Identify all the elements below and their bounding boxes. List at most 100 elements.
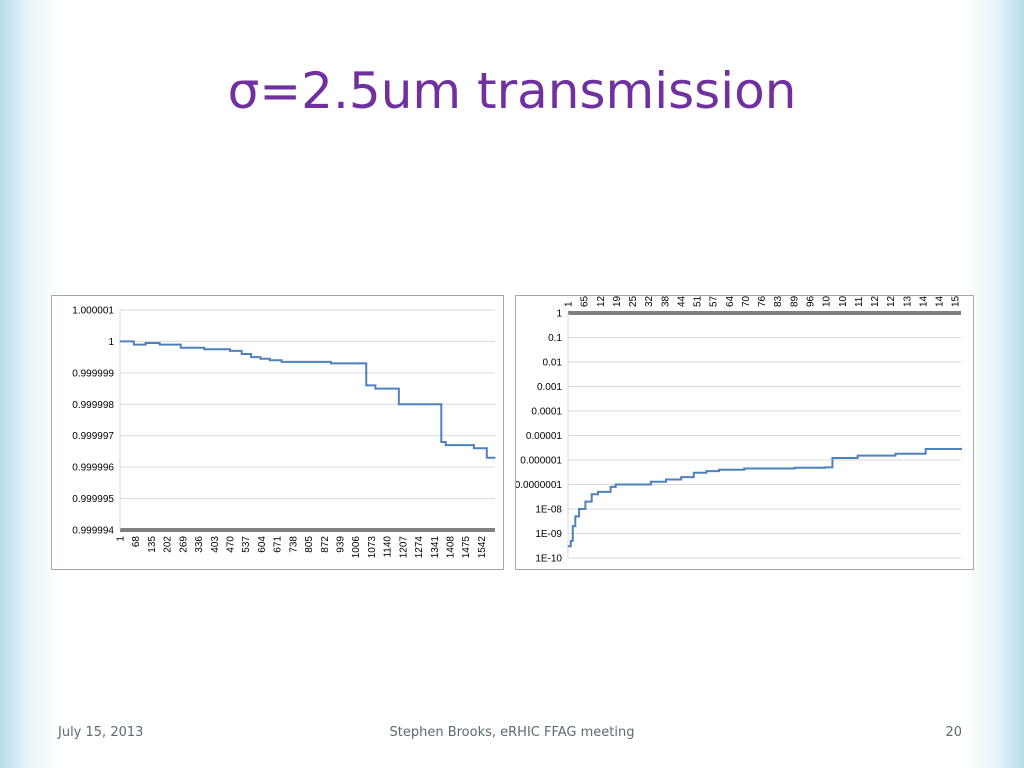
data-point <box>280 361 283 363</box>
footer-date: July 15, 2013 <box>58 725 144 740</box>
y-tick-label: 0.000001 <box>520 456 562 467</box>
x-tick-label: 641 <box>725 296 736 307</box>
x-tick-label: 1341 <box>430 536 441 559</box>
x-tick-label: 1089 <box>838 296 849 307</box>
x-tick-label: 1025 <box>822 296 833 307</box>
x-tick-label: 1140 <box>383 536 394 558</box>
data-point <box>241 353 243 355</box>
x-tick-label: 961 <box>806 296 817 307</box>
x-tick-label: 897 <box>789 296 800 307</box>
y-tick-label: 0.01 <box>543 358 563 369</box>
data-point <box>440 441 442 443</box>
chart-log-transmission: 1 0.1 0.01 0.001 0.0001 0.00001 0.000001 0.0000… <box>515 295 974 570</box>
x-tick-label: 1153 <box>854 296 865 307</box>
data-point <box>650 481 652 483</box>
footer-presenter: Stephen Brooks, eRHIC FFAG meeting <box>389 725 635 740</box>
data-point <box>259 358 262 360</box>
x-tick-label: 1537 <box>951 296 962 307</box>
x-tick-label: 403 <box>210 536 221 553</box>
y-tick-label: 0.001 <box>537 382 562 393</box>
x-tick-label: 1409 <box>918 296 929 307</box>
data-point <box>693 472 695 474</box>
x-tick-label: 65 <box>580 296 591 307</box>
data-point <box>133 343 135 346</box>
x-tick-label: 939 <box>335 536 346 553</box>
series-line <box>568 448 962 548</box>
y-tick-label: 1E-08 <box>535 505 562 516</box>
data-point <box>440 403 442 405</box>
data-point <box>494 457 496 459</box>
data-point <box>570 540 572 542</box>
data-point <box>567 545 569 547</box>
data-point <box>705 470 707 472</box>
data-point <box>794 467 796 469</box>
data-point <box>119 340 121 343</box>
x-tick-label: 1 <box>116 536 127 542</box>
x-tick-label: 202 <box>163 536 174 553</box>
x-tick-label: 321 <box>644 296 655 307</box>
data-point <box>915 453 917 455</box>
x-tick-label: 68 <box>131 536 142 548</box>
data-point <box>250 356 252 358</box>
data-point <box>269 359 271 361</box>
x-tick-label: 470 <box>225 536 236 553</box>
y-tick-label: 0.999998 <box>72 400 114 411</box>
slide-title: σ=2.5um transmission <box>227 62 797 120</box>
x-tick-label: 1006 <box>351 536 362 559</box>
x-tick-label: 537 <box>241 536 252 553</box>
data-point <box>302 361 304 363</box>
data-point <box>374 387 376 390</box>
data-point <box>473 447 475 449</box>
x-tick-label: 513 <box>693 296 704 307</box>
data-point <box>925 448 927 450</box>
x-tick-label: 805 <box>304 536 315 553</box>
data-point <box>831 457 834 459</box>
x-tick-label: 1345 <box>902 296 913 307</box>
data-point <box>229 350 231 352</box>
y-tick-label: 0.0001 <box>531 407 562 418</box>
data-point <box>610 486 612 488</box>
data-point <box>574 515 576 517</box>
data-point <box>718 469 720 471</box>
y-tick-label: 1E-09 <box>535 529 562 540</box>
data-point <box>144 342 147 344</box>
y-tick-label: 0.999999 <box>72 368 114 379</box>
data-point <box>960 447 962 449</box>
y-tick-label: 0.999995 <box>72 494 114 505</box>
data-point <box>680 476 682 478</box>
y-tick-label: 1E-10 <box>535 554 562 565</box>
x-tick-label: 269 <box>178 536 189 553</box>
x-tick-label: 1473 <box>935 296 946 307</box>
chart-linear-transmission: 1.000001 1 0.999999 0.999998 0.999997 0.99999… <box>51 295 504 570</box>
x-tick-label: 257 <box>628 296 639 307</box>
chart-log-svg: 1 0.1 0.01 0.001 0.0001 0.00001 0.000001 0.0000… <box>516 296 962 565</box>
x-tick-label: 671 <box>273 536 284 553</box>
series-line <box>120 340 495 459</box>
x-tick-label: 1281 <box>886 296 897 307</box>
data-point <box>398 403 400 405</box>
data-point <box>615 483 617 486</box>
x-tick-label: 1207 <box>398 536 409 559</box>
x-tick-label: 738 <box>288 536 299 553</box>
data-point <box>894 453 897 455</box>
data-point <box>330 362 332 365</box>
y-tick-label: 1 <box>108 337 114 348</box>
data-point <box>857 455 859 457</box>
x-tick-label: 872 <box>320 536 331 553</box>
data-point <box>597 491 599 493</box>
data-point <box>743 467 745 470</box>
x-tick-label: 449 <box>676 296 687 307</box>
data-point <box>578 508 580 510</box>
x-tick-label: 1408 <box>445 536 456 559</box>
x-tick-label: 385 <box>660 296 671 307</box>
data-point <box>635 483 637 486</box>
x-tick-label: 1 <box>564 301 575 307</box>
x-tick-label: 1073 <box>367 536 378 559</box>
y-tick-label: 1.000001 <box>72 306 114 317</box>
data-point <box>824 466 826 468</box>
x-tick-label: 769 <box>757 296 768 307</box>
x-tick-label: 604 <box>257 536 268 553</box>
x-tick-label: 833 <box>773 296 784 307</box>
x-tick-label: 1274 <box>414 536 425 559</box>
x-tick-label: 336 <box>194 536 205 553</box>
